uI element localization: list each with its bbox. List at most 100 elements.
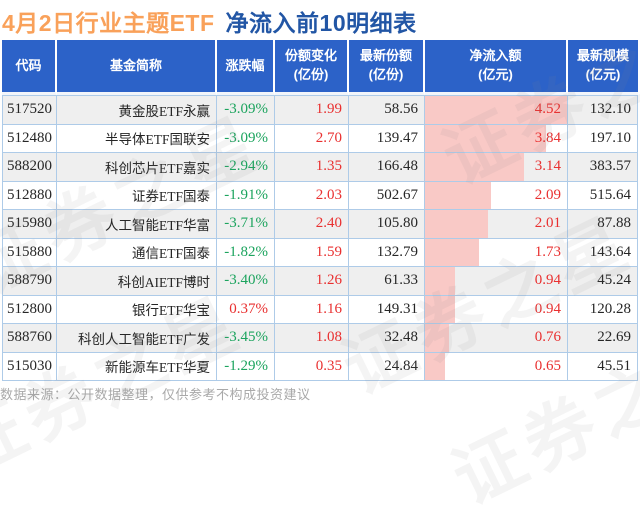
- cell-share-change: 2.70: [275, 124, 349, 152]
- cell-net-inflow: 4.52: [425, 96, 568, 124]
- net-inflow-value: 2.09: [534, 186, 561, 203]
- net-inflow-value: 1.73: [534, 243, 561, 260]
- page-title-rest: 净流入前10明细表: [225, 10, 417, 36]
- net-inflow-bar: [425, 210, 489, 238]
- cell-latest-share: 58.56: [349, 96, 425, 124]
- cell-latest-share: 149.31: [349, 295, 425, 323]
- cell-scale: 22.69: [568, 324, 638, 352]
- cell-share-change: 2.03: [275, 181, 349, 209]
- cell-latest-share: 105.80: [349, 210, 425, 238]
- cell-net-inflow: 3.14: [425, 153, 568, 181]
- header-latest-share: 最新份额 (亿份): [349, 40, 425, 95]
- table-row: 588760 科创人工智能ETF广发 -3.45% 1.08 32.48 0.76 22.6…: [2, 324, 638, 353]
- cell-scale: 132.10: [568, 96, 638, 124]
- cell-name: 证券ETF国泰: [57, 181, 217, 209]
- cell-code: 515030: [2, 352, 57, 380]
- cell-share-change: 1.26: [275, 267, 349, 295]
- cell-scale: 87.88: [568, 210, 638, 238]
- table-row: 515980 人工智能ETF华富 -3.71% 2.40 105.80 2.01 87.88: [2, 210, 638, 239]
- header-unit: (亿元): [585, 67, 621, 82]
- cell-scale: 45.51: [568, 352, 638, 380]
- header-label: 代码: [15, 57, 42, 73]
- table-body: 517520 黄金股ETF永赢 -3.09% 1.99 58.56 4.52 132.10 5…: [2, 95, 638, 381]
- cell-name: 人工智能ETF华富: [57, 210, 217, 238]
- net-inflow-bar: [425, 96, 567, 124]
- header-label: 最新份额: [359, 48, 412, 64]
- net-inflow-bar: [425, 238, 480, 266]
- net-inflow-bar: [425, 295, 455, 323]
- header-label: 涨跌幅: [225, 57, 265, 73]
- header-label: 份额变化: [284, 48, 337, 64]
- net-inflow-value: 2.01: [534, 215, 561, 232]
- cell-code: 588760: [2, 324, 57, 352]
- cell-code: 588200: [2, 153, 57, 181]
- header-code: 代码: [2, 40, 57, 95]
- cell-change: -1.91%: [217, 181, 275, 209]
- table-row: 588790 科创AIETF博时 -3.40% 1.26 61.33 0.94 45.24: [2, 267, 638, 296]
- net-inflow-value: 0.94: [534, 272, 561, 289]
- cell-latest-share: 166.48: [349, 153, 425, 181]
- cell-code: 515880: [2, 238, 57, 266]
- cell-code: 515980: [2, 210, 57, 238]
- cell-latest-share: 32.48: [349, 324, 425, 352]
- cell-net-inflow: 3.84: [425, 124, 568, 152]
- cell-net-inflow: 0.76: [425, 324, 568, 352]
- cell-change: -3.40%: [217, 267, 275, 295]
- cell-latest-share: 132.79: [349, 238, 425, 266]
- cell-scale: 45.24: [568, 267, 638, 295]
- net-inflow-bar: [425, 153, 524, 181]
- cell-change: -3.09%: [217, 124, 275, 152]
- cell-share-change: 1.16: [275, 295, 349, 323]
- cell-net-inflow: 2.01: [425, 210, 568, 238]
- cell-change: 0.37%: [217, 295, 275, 323]
- net-inflow-bar: [425, 324, 449, 352]
- cell-change: -1.29%: [217, 352, 275, 380]
- cell-name: 银行ETF华宝: [57, 295, 217, 323]
- cell-name: 通信ETF国泰: [57, 238, 217, 266]
- net-inflow-value: 0.65: [534, 357, 561, 374]
- page-title: 4月2日行业主题ETF 净流入前10明细表: [2, 4, 417, 38]
- cell-share-change: 1.35: [275, 153, 349, 181]
- header-label: 净流入额: [469, 48, 522, 64]
- table-header-row: 代码 基金简称 涨跌幅 份额变化 (亿份) 最新份额 (亿份) 净流入额 (亿元) 最新规模 (亿元…: [2, 40, 638, 95]
- net-inflow-value: 0.76: [534, 329, 561, 346]
- table-row: 512880 证券ETF国泰 -1.91% 2.03 502.67 2.09 515.64: [2, 181, 638, 210]
- cell-scale: 515.64: [568, 181, 638, 209]
- table-row: 517520 黄金股ETF永赢 -3.09% 1.99 58.56 4.52 132.10: [2, 96, 638, 125]
- net-inflow-value: 3.84: [534, 129, 561, 146]
- header-unit: (亿份): [293, 67, 329, 82]
- data-source-note: 数据来源：公开数据整理，仅供参考不构成投资建议: [0, 387, 311, 402]
- cell-change: -3.09%: [217, 96, 275, 124]
- header-name: 基金简称: [57, 40, 217, 95]
- net-inflow-value: 4.52: [534, 101, 561, 118]
- cell-name: 半导体ETF国联安: [57, 124, 217, 152]
- header-unit: (亿元): [478, 67, 513, 82]
- header-label: 最新规模: [576, 48, 629, 64]
- net-inflow-bar: [425, 352, 446, 380]
- cell-code: 512800: [2, 295, 57, 323]
- cell-share-change: 1.99: [275, 96, 349, 124]
- cell-code: 517520: [2, 96, 57, 124]
- cell-latest-share: 502.67: [349, 181, 425, 209]
- cell-change: -3.45%: [217, 324, 275, 352]
- cell-change: -3.71%: [217, 210, 275, 238]
- cell-share-change: 0.35: [275, 352, 349, 380]
- header-share-change: 份额变化 (亿份): [275, 40, 349, 95]
- table-row: 512800 银行ETF华宝 0.37% 1.16 149.31 0.94 120.28: [2, 295, 638, 324]
- cell-change: -1.82%: [217, 238, 275, 266]
- header-net-inflow: 净流入额 (亿元): [425, 40, 568, 95]
- cell-name: 科创人工智能ETF广发: [57, 324, 217, 352]
- net-inflow-value: 3.14: [534, 158, 561, 175]
- cell-code: 588790: [2, 267, 57, 295]
- net-inflow-value: 0.94: [534, 300, 561, 317]
- cell-name: 黄金股ETF永赢: [57, 96, 217, 124]
- cell-share-change: 2.40: [275, 210, 349, 238]
- cell-name: 科创AIETF博时: [57, 267, 217, 295]
- table-row: 515880 通信ETF国泰 -1.82% 1.59 132.79 1.73 143.64: [2, 238, 638, 267]
- cell-share-change: 1.59: [275, 238, 349, 266]
- cell-code: 512880: [2, 181, 57, 209]
- header-unit: (亿份): [368, 67, 404, 82]
- page-title-highlight: 4月2日行业主题ETF: [2, 10, 215, 36]
- table-row: 515030 新能源车ETF华夏 -1.29% 0.35 24.84 0.65 45.51: [2, 352, 638, 381]
- cell-change: -2.94%: [217, 153, 275, 181]
